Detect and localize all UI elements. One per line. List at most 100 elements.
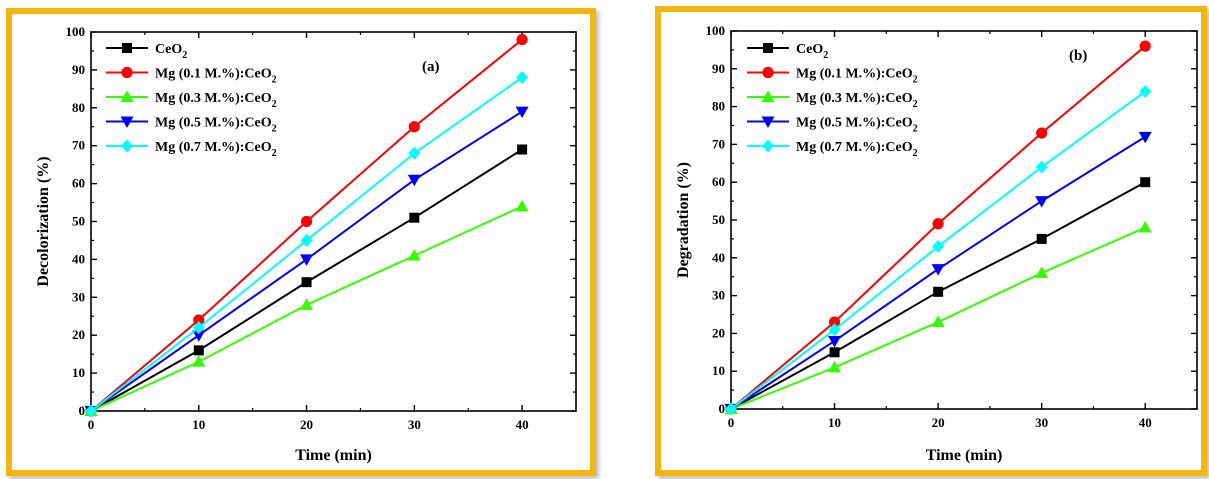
legend-label-subscript: 2 bbox=[272, 124, 277, 135]
series-3 bbox=[724, 131, 1152, 416]
y-tick-label: 10 bbox=[72, 365, 85, 380]
legend-marker bbox=[120, 90, 134, 102]
data-point bbox=[1138, 221, 1152, 233]
data-point bbox=[515, 106, 529, 119]
panel-tag: (b) bbox=[1069, 48, 1087, 64]
series-4 bbox=[85, 70, 529, 418]
series-1 bbox=[725, 40, 1151, 415]
y-tick-label: 20 bbox=[72, 327, 85, 342]
data-point bbox=[1035, 160, 1048, 174]
x-axis: 0 10 20 30 40 bbox=[728, 31, 1152, 430]
legend-label: Mg (0.7 M.%):CeO2 bbox=[796, 140, 918, 159]
series-4 bbox=[725, 84, 1152, 416]
legend-item: Mg (0.1 M.%):CeO2 bbox=[747, 67, 918, 86]
data-point bbox=[1035, 196, 1049, 208]
data-point bbox=[828, 316, 841, 328]
data-point bbox=[192, 330, 206, 342]
data-point bbox=[516, 33, 528, 46]
legend-label-main: CeO bbox=[155, 42, 182, 57]
legend-item: Mg (0.5 M.%):CeO2 bbox=[747, 116, 918, 135]
legend-label-main: Mg (0.1 M.%):CeO bbox=[796, 67, 913, 82]
x-tick-label: 0 bbox=[88, 417, 95, 432]
data-point bbox=[725, 402, 737, 416]
legend-label: Mg (0.5 M.%):CeO2 bbox=[796, 116, 918, 135]
legend-label-subscript: 2 bbox=[823, 50, 828, 61]
legend-marker bbox=[121, 66, 133, 79]
y-axis: 0 10 20 30 40 50 60 70 80 90 100 bbox=[66, 24, 576, 418]
legend-label-subscript: 2 bbox=[913, 75, 918, 86]
legend-label-main: Mg (0.7 M.%):CeO bbox=[155, 140, 272, 155]
data-point bbox=[931, 264, 945, 276]
legend-label-subscript: 2 bbox=[272, 75, 277, 86]
data-point bbox=[517, 144, 528, 155]
legend-item: Mg (0.3 M.%):CeO2 bbox=[747, 90, 918, 110]
y-axis-title: Degradation (%) bbox=[675, 162, 692, 278]
data-point bbox=[1139, 84, 1152, 98]
data-point bbox=[1036, 233, 1047, 244]
legend-label-subscript: 2 bbox=[182, 50, 187, 61]
y-tick-label: 80 bbox=[72, 100, 85, 115]
legend-item: Mg (0.7 M.%):CeO2 bbox=[747, 139, 918, 159]
data-point bbox=[300, 254, 314, 266]
y-tick-label: 0 bbox=[79, 403, 86, 418]
legend-label: Mg (0.5 M.%):CeO2 bbox=[155, 116, 277, 135]
data-point bbox=[192, 355, 206, 367]
data-point bbox=[1036, 127, 1048, 139]
legend-item: CeO2 bbox=[106, 42, 187, 61]
data-point bbox=[1035, 266, 1049, 278]
data-point bbox=[828, 335, 842, 348]
legend-label: Mg (0.1 M.%):CeO2 bbox=[155, 67, 277, 86]
y-tick-label: 100 bbox=[706, 23, 726, 38]
legend-label: Mg (0.3 M.%):CeO2 bbox=[155, 91, 277, 110]
y-tick-label: 40 bbox=[712, 250, 725, 265]
legend-label-main: Mg (0.3 M.%):CeO bbox=[796, 91, 913, 106]
legend-label: Mg (0.3 M.%):CeO2 bbox=[796, 91, 918, 110]
y-tick-label: 70 bbox=[712, 136, 725, 151]
y-tick-label: 90 bbox=[72, 62, 85, 77]
x-axis-title: Time (min) bbox=[926, 447, 1003, 464]
legend-marker bbox=[120, 116, 134, 128]
legend-marker bbox=[122, 43, 132, 53]
x-tick-label: 0 bbox=[728, 415, 735, 430]
y-tick-label: 60 bbox=[712, 174, 725, 189]
data-point bbox=[1139, 40, 1151, 52]
data-point bbox=[407, 174, 421, 187]
data-point bbox=[192, 321, 205, 335]
data-point bbox=[932, 239, 945, 253]
data-point bbox=[300, 233, 313, 247]
legend-label-main: Mg (0.5 M.%):CeO bbox=[796, 116, 913, 131]
legend-marker bbox=[761, 116, 775, 128]
legend-marker bbox=[762, 66, 774, 79]
x-tick-label: 20 bbox=[300, 417, 313, 432]
y-tick-label: 20 bbox=[712, 325, 725, 340]
x-tick-label: 10 bbox=[192, 417, 205, 432]
legend-label: CeO2 bbox=[155, 42, 187, 61]
data-point bbox=[301, 277, 312, 288]
legend-label-main: Mg (0.1 M.%):CeO bbox=[155, 67, 272, 82]
y-tick-label: 70 bbox=[72, 138, 85, 153]
legend-label: CeO2 bbox=[796, 42, 828, 61]
legend-item: Mg (0.1 M.%):CeO2 bbox=[106, 67, 277, 86]
x-axis: 0 10 20 30 40 bbox=[88, 32, 529, 432]
data-point bbox=[1140, 177, 1151, 188]
data-point bbox=[409, 212, 420, 223]
legend-label-main: CeO bbox=[796, 42, 823, 57]
legend-marker bbox=[761, 90, 775, 102]
legend-marker bbox=[121, 139, 133, 153]
legend-item: Mg (0.5 M.%):CeO2 bbox=[106, 116, 277, 135]
data-point bbox=[85, 404, 97, 418]
y-tick-label: 50 bbox=[712, 212, 725, 227]
x-tick-label: 30 bbox=[408, 417, 421, 432]
data-point bbox=[193, 314, 205, 326]
data-point bbox=[828, 323, 841, 337]
series-0 bbox=[86, 144, 528, 416]
y-tick-label: 30 bbox=[712, 288, 725, 303]
data-point bbox=[408, 121, 420, 133]
y-axis: 0 10 20 30 40 50 60 70 80 90 100 bbox=[706, 23, 1197, 416]
y-axis-title: Decolorization (%) bbox=[35, 156, 52, 286]
x-tick-label: 40 bbox=[1139, 415, 1152, 430]
chart-b-svg: 0 10 20 30 40 0 10 20 30 40 50 60 70 80 90 100 Time (min… bbox=[675, 23, 1198, 464]
data-point bbox=[408, 146, 421, 160]
series-1 bbox=[85, 33, 528, 417]
data-point bbox=[300, 298, 314, 310]
